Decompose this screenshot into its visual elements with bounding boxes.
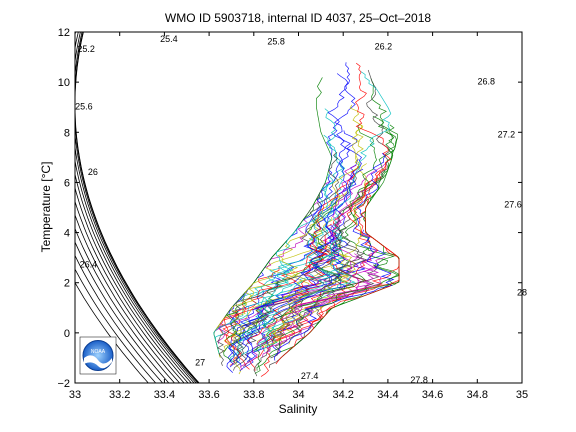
x-tick-label: 34.2 [332,389,353,401]
x-tick-label: 33 [69,389,81,401]
contour-label: 26.8 [477,77,495,87]
profile-line [228,73,349,345]
x-axis-label: Salinity [279,402,318,416]
profile-line [229,135,350,368]
profile-line [253,264,380,377]
density-contour [75,32,199,383]
density-contour [75,186,189,383]
chart-title: WMO ID 5903718, internal ID 4037, 25–Oct… [165,11,431,25]
density-contour [75,268,157,383]
x-tick-label: 33.4 [154,389,175,401]
y-tick-label: 8 [64,127,70,139]
profile-line [231,274,274,344]
profile-line [274,198,400,341]
density-contour [75,281,149,383]
contour-label: 27.4 [301,371,319,381]
profile-line [269,78,394,344]
contour-label: 26 [88,167,98,177]
contour-label: 26.4 [80,260,98,270]
x-tick-label: 34.4 [377,389,398,401]
profile-line [225,77,333,340]
y-tick-label: 12 [58,27,70,39]
y-axis-label: Temperature [°C] [39,162,53,253]
profile-line [291,256,386,345]
profile-lines [213,62,401,377]
x-tick-label: 33.2 [109,389,130,401]
profile-line [257,183,382,344]
density-contour [75,241,170,383]
profile-line [213,173,334,355]
profile-line [219,223,336,366]
profile-line [223,201,338,362]
profile-line [256,242,356,345]
contour-label: 27 [195,357,205,367]
x-tick-label: 34 [292,389,304,401]
profile-line [216,152,339,367]
y-tick-label: 4 [64,228,70,240]
profile-line [242,168,364,362]
contour-label: 25.8 [267,37,285,47]
x-tick-label: 34.6 [422,389,443,401]
density-contour [75,32,195,383]
contour-label: 25.2 [77,44,95,54]
x-tick-label: 33.6 [198,389,219,401]
profile-line [274,152,395,361]
contour-label: 25.4 [160,34,178,44]
profile-line [240,108,344,356]
density-contour [75,200,185,383]
profile-line [232,232,368,363]
y-tick-label: 2 [64,278,70,290]
density-contour [75,254,163,383]
x-tick-label: 34.8 [467,389,488,401]
contour-label: 27.6 [504,200,522,210]
profile-line [274,104,364,347]
y-tick-label: 0 [64,328,70,340]
density-contour [75,213,180,383]
profile-line [268,69,391,368]
density-contour [75,32,197,383]
contour-label: 26.2 [375,42,393,52]
y-axis: −2 0 2 4 6 8 10 12 [57,27,522,390]
noaa-logo: NOAA [79,336,117,375]
profile-line [215,261,292,352]
profile-line [245,62,356,361]
contour-label: 25.6 [75,102,93,112]
contour-label: 27.2 [498,129,516,139]
profile-line [262,248,377,358]
y-tick-label: 6 [64,177,70,189]
profile-line [246,165,360,344]
density-contour [75,32,200,383]
profile-line [253,71,392,352]
contour-label: 27.8 [410,375,428,385]
density-contour [75,227,175,383]
profile-line [236,235,343,356]
svg-text:NOAA: NOAA [91,349,106,355]
x-tick-label: 35 [516,389,528,401]
y-tick-label: −2 [57,378,70,390]
y-tick-label: 10 [58,77,70,89]
profile-line [275,62,400,365]
x-tick-label: 33.8 [243,389,264,401]
x-axis: 33 33.2 33.4 33.6 33.8 34 34.2 34.4 34.6 34.8 35 [69,32,528,401]
